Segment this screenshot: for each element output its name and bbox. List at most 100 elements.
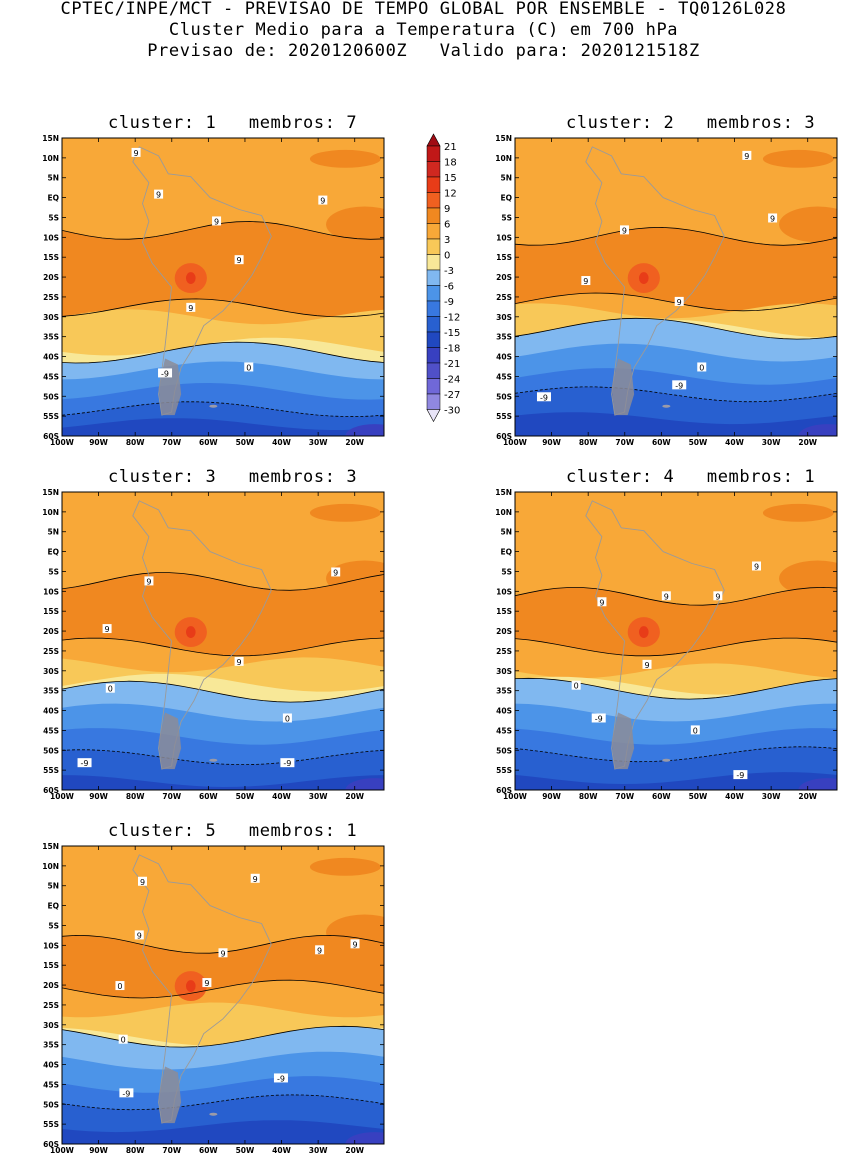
lat-label: 35S (496, 687, 512, 696)
falkland-islands (209, 1112, 218, 1116)
contour-label-box (690, 725, 700, 735)
map-panel-cluster-2: cluster: 2 membros: 3 9 9 9 9 9 0 -9 -9 15N 10N 5N… (453, 110, 847, 450)
contour-labels: 9 9 9 9 9 0 0 -9 -9 (571, 561, 761, 780)
lat-label: 35S (43, 1041, 59, 1050)
contour-9 (515, 586, 837, 606)
colorbar-segment (426, 316, 441, 333)
contour-9 (62, 298, 384, 318)
contour-label: 9 (253, 875, 258, 884)
contour-minus-9 (62, 401, 384, 418)
contour-label: -9 (81, 759, 89, 768)
temperature-field (62, 138, 384, 436)
contour-9 (515, 226, 837, 246)
colorbar-segment (426, 393, 441, 410)
colorbar-segment (426, 378, 441, 395)
lon-label: 100W (503, 438, 528, 447)
field-below-minus-12 (62, 775, 384, 790)
contour-label-box (350, 939, 360, 949)
map-panel-cluster-4: cluster: 4 membros: 1 9 9 9 9 9 0 0 -9 -9 15N 10N 5… (453, 464, 847, 804)
lon-label: 60W (199, 1146, 218, 1155)
contour-label: 0 (108, 685, 113, 694)
contour-label: 0 (693, 726, 698, 735)
contour-label-box (218, 948, 228, 958)
lon-label: 70W (162, 438, 181, 447)
contour-label-box (581, 276, 591, 286)
lon-label: 90W (89, 438, 108, 447)
contour-label: 9 (744, 152, 749, 161)
contour-label: 9 (583, 277, 588, 286)
contour-label-box (733, 770, 748, 780)
lon-label: 70W (162, 1146, 181, 1155)
colorbar-segment (426, 362, 441, 379)
contour-label-box (144, 576, 154, 586)
lat-label: 30S (496, 313, 512, 322)
contour-label-box (118, 1034, 128, 1044)
lon-label: 50W (236, 1146, 255, 1155)
field-above-9 (62, 572, 384, 656)
lat-label: 20S (43, 273, 59, 282)
contour-label: 9 (220, 949, 225, 958)
panel-title: cluster: 4 membros: 1 (566, 467, 816, 487)
patagonia-terrain (158, 712, 182, 770)
lon-label: 70W (162, 792, 181, 801)
lat-label: 20S (496, 627, 512, 636)
contour-9 (62, 221, 384, 240)
lat-label: 20S (43, 627, 59, 636)
contour-label-box (619, 225, 629, 235)
map-panel-cluster-3: cluster: 3 membros: 3 9 9 9 9 0 0 -9 -9 15N 10N 5N… (0, 464, 400, 804)
contour-label-box (674, 296, 684, 306)
colorbar-label: -27 (444, 390, 460, 401)
field-above-15 (185, 626, 196, 639)
colorbar-label: 12 (444, 189, 457, 200)
field-above-9 (326, 206, 384, 243)
map-panel-cluster-1: cluster: 1 membros: 7 9 9 9 9 9 9 0 -9 15N 10N 5N E… (0, 110, 400, 450)
lon-label: 20W (345, 792, 364, 801)
lat-label: 30S (43, 313, 59, 322)
panel-title: cluster: 2 membros: 3 (566, 113, 816, 133)
lon-label: 30W (762, 438, 781, 447)
contour-label: 9 (677, 298, 682, 307)
contour-label: 9 (146, 577, 151, 586)
field-above-9 (515, 587, 837, 656)
lat-label: 35S (43, 687, 59, 696)
contour-minus-9 (62, 749, 384, 765)
lat-label: 25S (496, 293, 512, 302)
contour-label: 9 (204, 979, 209, 988)
lon-label: 30W (309, 792, 328, 801)
temperature-field (62, 492, 384, 790)
lat-label: 60S (496, 786, 512, 795)
contour-label: 9 (140, 878, 145, 887)
lat-label: 15N (42, 488, 59, 497)
lon-label: 70W (615, 792, 634, 801)
lon-label: 80W (579, 792, 598, 801)
lat-label: 15N (42, 842, 59, 851)
colorbar-segment (426, 347, 441, 364)
lat-label: 60S (496, 432, 512, 441)
contour-labels: 9 9 9 9 9 0 -9 -9 (536, 150, 778, 402)
patagonia-terrain (158, 1066, 182, 1124)
lon-label: 20W (345, 438, 364, 447)
contour-label: 9 (237, 658, 242, 667)
lat-label: 35S (43, 333, 59, 342)
contour-label-box (742, 150, 752, 160)
contour-9 (515, 637, 837, 657)
colorbar-label: 15 (444, 173, 457, 184)
lon-label: 40W (272, 438, 291, 447)
panel-title: cluster: 3 membros: 3 (108, 467, 358, 487)
contour-labels: 9 9 9 9 0 0 -9 -9 (77, 567, 341, 768)
contour-label: -9 (595, 714, 603, 723)
colorbar-segment (426, 269, 441, 286)
lat-label: 10N (495, 154, 512, 163)
contour-label: 0 (699, 363, 704, 372)
contour-labels: 9 9 9 9 9 9 9 0 0 -9 -9 (115, 873, 360, 1098)
lat-label: 50S (496, 392, 512, 401)
contour-label-box (138, 876, 147, 886)
contour-label: 9 (188, 304, 193, 313)
figure-title-line-2: Cluster Medio para a Temperatura (C) em … (168, 20, 679, 40)
lat-label: 40S (43, 353, 59, 362)
contour-label: 9 (599, 598, 604, 607)
lat-label: 45S (496, 372, 512, 381)
contour-minus-9 (515, 386, 837, 403)
colorbar-label: -24 (444, 375, 460, 386)
contour-0 (62, 1025, 384, 1048)
